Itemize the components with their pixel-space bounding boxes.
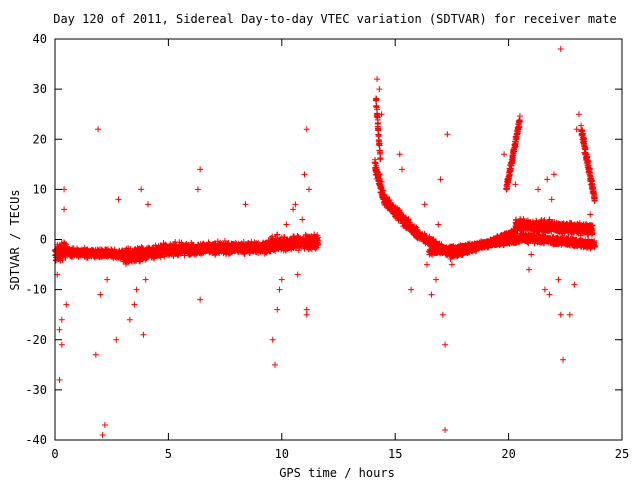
y-axis-label: SDTVAR / TECUs [8, 189, 22, 290]
data-point-dense [212, 251, 219, 258]
data-points [52, 46, 598, 438]
x-axis-label: GPS time / hours [279, 466, 395, 480]
data-point-dense [139, 244, 146, 251]
data-point-dense [62, 254, 69, 261]
data-point-dense [62, 241, 69, 248]
chart-title: Day 120 of 2011, Sidereal Day-to-day VTE… [53, 12, 617, 26]
data-point-dense [269, 233, 276, 240]
